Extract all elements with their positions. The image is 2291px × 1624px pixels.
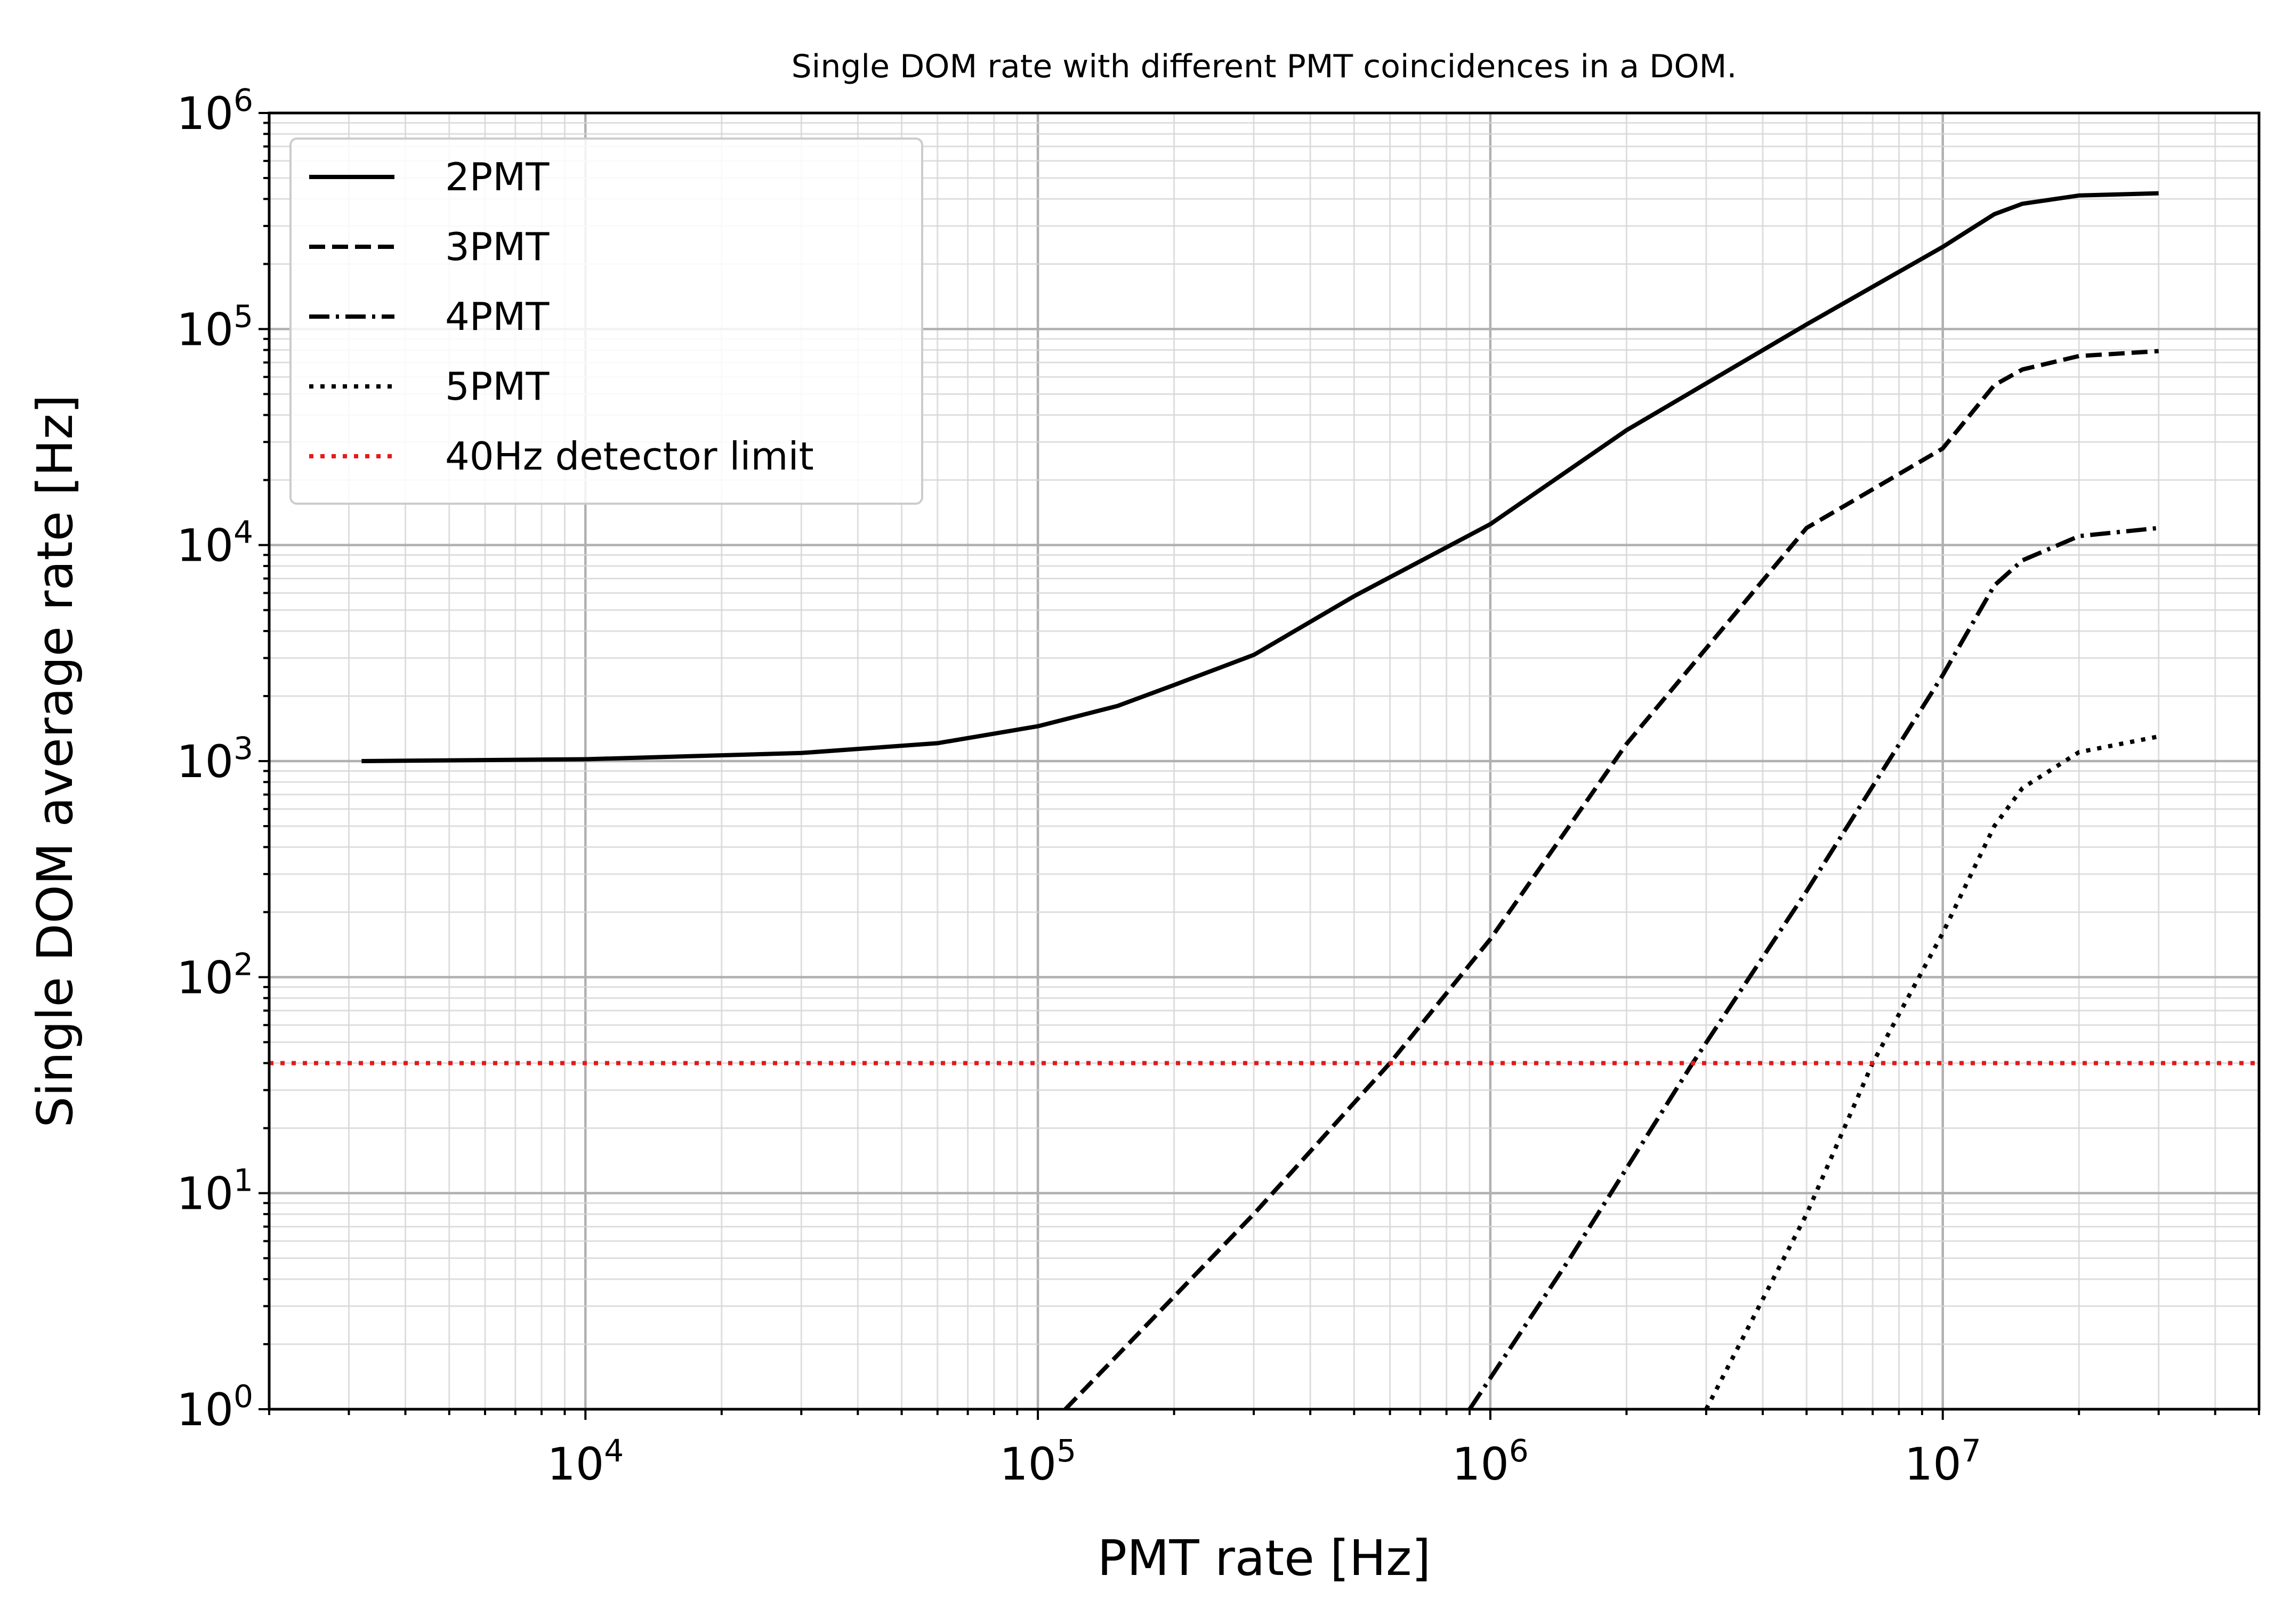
legend-label: 5PMT (445, 364, 550, 409)
x-tick-label: 106 (1452, 1433, 1529, 1490)
legend-label: 3PMT (445, 224, 550, 269)
y-tick-label: 104 (176, 514, 253, 572)
y-tick-label: 103 (176, 730, 253, 788)
y-tick-label: 105 (176, 298, 253, 355)
legend-label: 40Hz detector limit (445, 434, 814, 479)
y-tick-label: 102 (176, 946, 253, 1004)
legend: 2PMT 3PMT 4PMT 5PMT 40Hz detector limit (289, 138, 923, 505)
x-axis-label: PMT rate [Hz] (1098, 1530, 1431, 1587)
y-tick-label: 101 (176, 1162, 253, 1220)
x-tick-label: 104 (547, 1433, 624, 1490)
legend-label: 2PMT (445, 155, 550, 199)
y-tick-label: 106 (176, 82, 253, 140)
series-line-3pmt (1063, 349, 2159, 1409)
x-tick-label: 105 (999, 1433, 1076, 1490)
axis-ticks: 104 105 106 107 100 101 102 103 104 105 106 (176, 82, 2260, 1490)
series-layer (269, 191, 2259, 1409)
chart-title: Single DOM rate with different PMT coinc… (792, 48, 1737, 85)
series-line-5pmt (1704, 734, 2159, 1409)
legend-box (289, 138, 923, 505)
legend-label: 4PMT (445, 294, 550, 339)
x-tick-label: 107 (1905, 1433, 1981, 1490)
series-line-4pmt (1467, 526, 2159, 1409)
y-tick-label: 100 (176, 1378, 253, 1436)
y-axis-label: Single DOM average rate [Hz] (27, 394, 84, 1127)
series-line-2pmt (361, 191, 2159, 763)
